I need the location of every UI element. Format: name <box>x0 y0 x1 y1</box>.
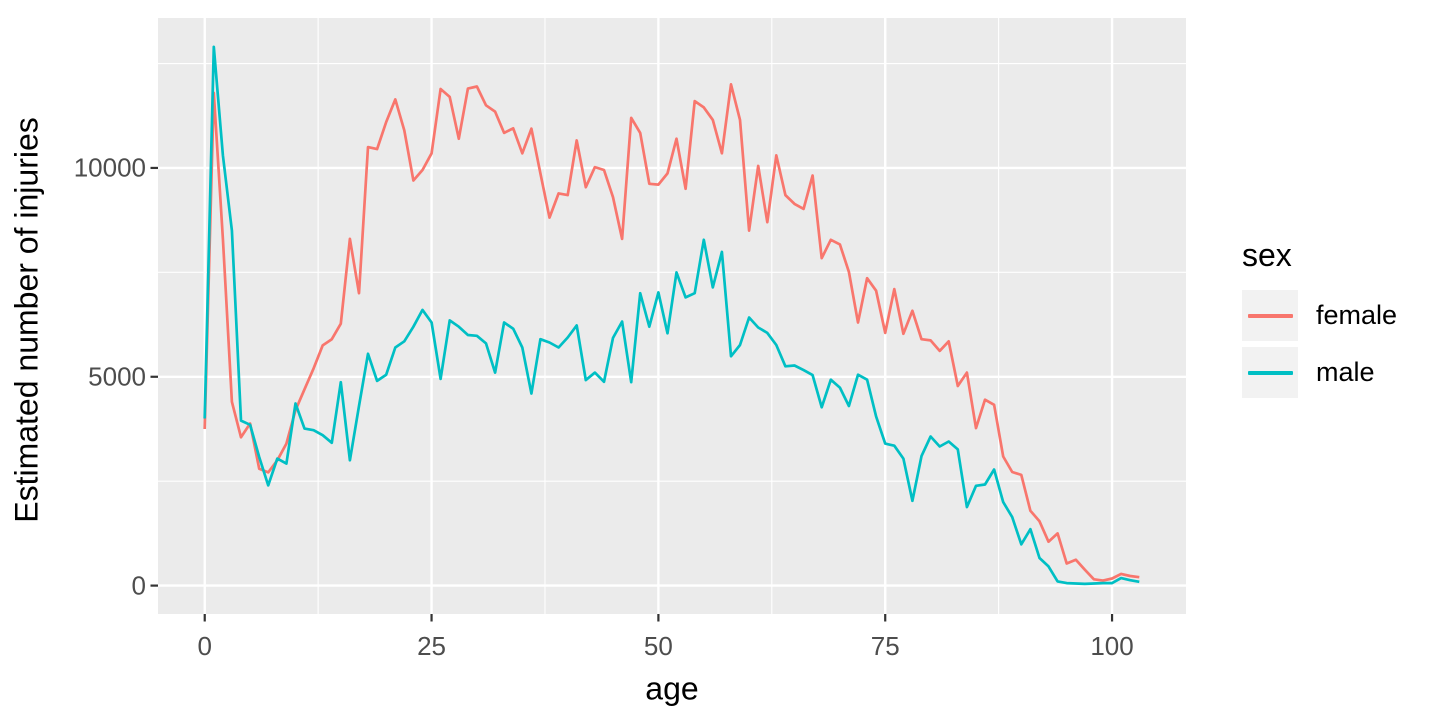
female-line <box>203 83 1140 582</box>
panel-background <box>158 18 1186 614</box>
legend-key-male <box>1242 347 1298 398</box>
legend-title: sex <box>1242 237 1292 273</box>
legend: sex female male <box>1242 237 1397 404</box>
x-axis-title: age <box>645 670 699 707</box>
y-axis-title: Estimated number of injuries <box>8 117 45 523</box>
female-line-swatch-icon <box>1247 313 1293 318</box>
legend-label-male: male <box>1316 357 1375 387</box>
legend-item-male: male <box>1242 347 1397 398</box>
legend-key-female <box>1242 290 1298 341</box>
male-line-swatch-icon <box>1247 370 1293 375</box>
male-line <box>203 45 1140 586</box>
legend-item-female: female <box>1242 290 1397 341</box>
legend-label-female: female <box>1316 300 1398 330</box>
